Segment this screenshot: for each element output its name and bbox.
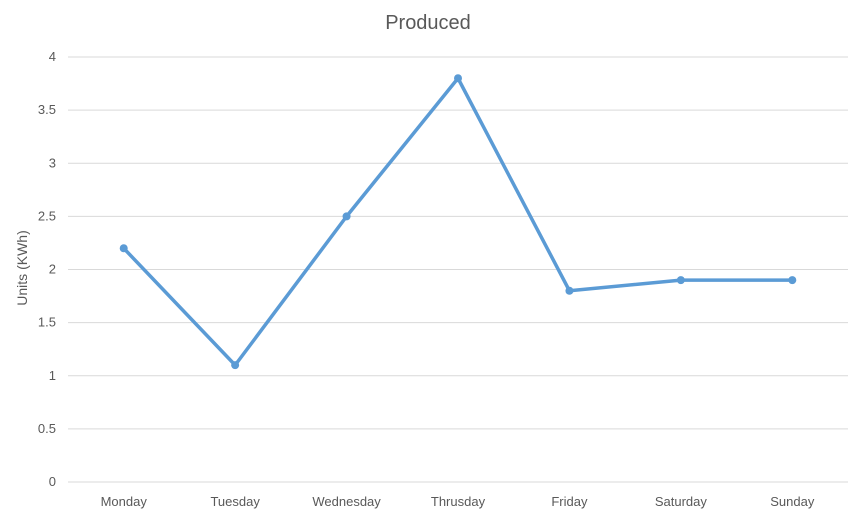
x-tick-label: Saturday (655, 494, 708, 509)
data-point (454, 74, 462, 83)
data-point (788, 276, 797, 285)
x-tick-label: Tuesday (210, 494, 260, 509)
series-line (121, 76, 795, 367)
data-point (342, 212, 351, 221)
x-tick-label: Monday (101, 494, 148, 509)
x-tick-label: Sunday (770, 494, 815, 509)
y-tick-label: 1 (49, 368, 56, 383)
data-point (119, 244, 128, 253)
series-group (119, 74, 797, 370)
y-tick-label: 1.5 (38, 315, 56, 330)
x-tick-label: Thrusday (431, 494, 486, 509)
data-point (676, 276, 685, 285)
data-point (565, 286, 574, 295)
x-tick-label: Friday (551, 494, 588, 509)
y-tick-label: 4 (49, 49, 56, 64)
y-tick-label: 3.5 (38, 102, 56, 117)
data-point (231, 361, 240, 370)
y-axis-tick-labels: 0 0.5 1 1.5 2 2.5 3 3.5 4 (38, 49, 56, 489)
y-tick-label: 3 (49, 155, 56, 170)
y-tick-label: 0.5 (38, 421, 56, 436)
x-tick-label: Wednesday (312, 494, 381, 509)
gridlines (68, 56, 848, 483)
x-axis-tick-labels: Monday Tuesday Wednesday Thrusday Friday Satu… (101, 494, 815, 509)
y-tick-label: 2.5 (38, 208, 56, 223)
chart-title: Produced (385, 12, 471, 34)
y-tick-label: 0 (49, 474, 56, 489)
y-axis-title: Units (KWh) (14, 230, 30, 305)
y-tick-label: 2 (49, 262, 56, 277)
